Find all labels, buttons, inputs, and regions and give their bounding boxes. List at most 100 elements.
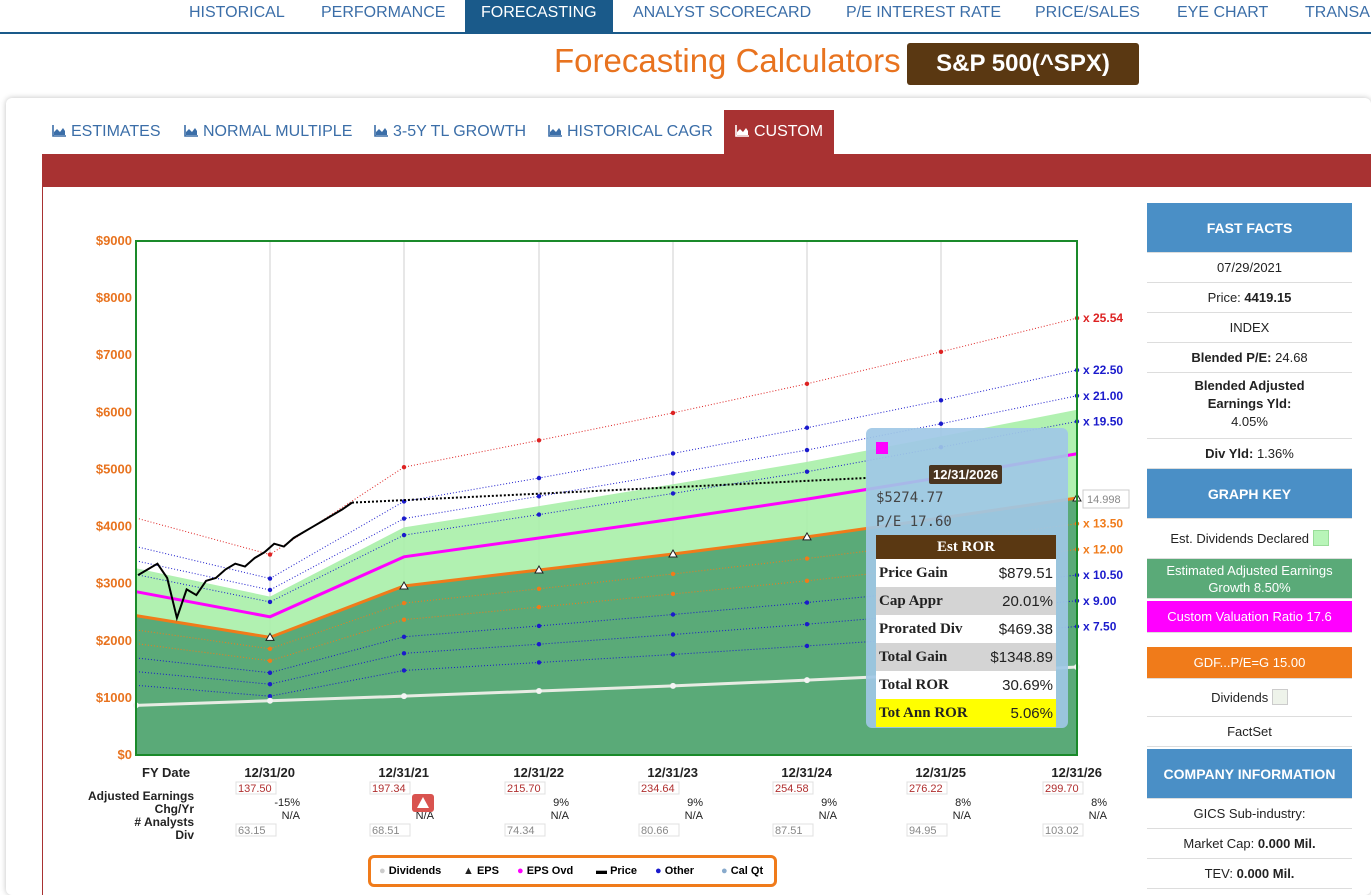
key-adj-earnings[interactable]: Estimated Adjusted Earnings Growth 8.50% bbox=[1147, 559, 1352, 599]
calc-tab-label: NORMAL MULTIPLE bbox=[203, 123, 353, 140]
key-factset[interactable]: FactSet bbox=[1147, 717, 1352, 747]
key-label: Dividends bbox=[1211, 690, 1269, 705]
multiple-point bbox=[267, 599, 273, 605]
multiple-label: x 9.00 bbox=[1083, 594, 1117, 608]
analysts-value: N/A bbox=[685, 810, 704, 822]
tab-analyst-scorecard[interactable]: ANALYST SCORECARD bbox=[633, 4, 812, 21]
multiple-point bbox=[670, 591, 676, 597]
multiple-point bbox=[670, 491, 676, 496]
key-custom-ratio[interactable]: Custom Valuation Ratio 17.6 bbox=[1147, 601, 1352, 633]
tab-performance[interactable]: PERFORMANCE bbox=[321, 4, 446, 21]
key-gdf[interactable]: GDF...P/E=G 15.00 bbox=[1147, 647, 1352, 679]
ror-label: Total ROR bbox=[876, 671, 981, 699]
key-est-dividends[interactable]: Est. Dividends Declared bbox=[1147, 519, 1352, 559]
multiple-point bbox=[536, 494, 542, 499]
div-cell bbox=[772, 823, 814, 837]
tab-pe-interest-rate[interactable]: P/E INTEREST RATE bbox=[846, 4, 1001, 21]
calc-tab-estimates[interactable]: ESTIMATES bbox=[52, 110, 161, 154]
div-cell bbox=[369, 823, 411, 837]
tab-transactions[interactable]: TRANSA bbox=[1305, 4, 1370, 21]
chg-yr-value: -15% bbox=[274, 797, 300, 809]
analysts-value: N/A bbox=[953, 810, 972, 822]
earnings-cell bbox=[369, 781, 411, 795]
key-swatch bbox=[1312, 530, 1329, 546]
multiple-label: x 21.00 bbox=[1083, 389, 1123, 403]
multiple-point bbox=[804, 643, 810, 649]
plot-border bbox=[135, 240, 1078, 756]
multiple-point bbox=[267, 576, 273, 581]
tab-eye-chart[interactable]: EYE CHART bbox=[1177, 4, 1269, 21]
y-tick-label: $9000 bbox=[96, 233, 132, 248]
y-tick-label: $6000 bbox=[96, 404, 132, 419]
ror-value: 20.01% bbox=[980, 587, 1056, 615]
adjusted-earnings-value: 254.58 bbox=[775, 783, 809, 795]
facts-blended-pe: Blended P/E: 24.68 bbox=[1147, 343, 1352, 373]
chart-legend: ● Dividends ▲ EPS ● EPS Ovd ▬ Price ● Ot… bbox=[368, 855, 777, 887]
area-chart-icon bbox=[735, 125, 749, 137]
dot-icon: ● bbox=[655, 865, 662, 877]
adjusted-earnings-value: 299.70 bbox=[1045, 783, 1079, 795]
key-dividends[interactable]: Dividends bbox=[1147, 679, 1352, 717]
analysts-value: N/A bbox=[282, 810, 301, 822]
multiple-point bbox=[804, 381, 810, 386]
multiple-line bbox=[135, 523, 1078, 650]
tooltip-date: 12/31/2026 bbox=[929, 465, 1003, 484]
eps-marker bbox=[668, 548, 678, 558]
legend-label: Cal Qt bbox=[730, 865, 764, 877]
key-swatch bbox=[1271, 689, 1288, 705]
legend-eps-ovd[interactable]: ● EPS Ovd bbox=[517, 865, 573, 877]
multiple-point bbox=[670, 652, 676, 657]
tab-historical[interactable]: HISTORICAL bbox=[189, 4, 285, 21]
multiple-point bbox=[401, 464, 407, 470]
multiple-point bbox=[938, 349, 944, 354]
dividend-point bbox=[267, 697, 273, 704]
adjusted-earnings-value: 215.70 bbox=[507, 783, 541, 795]
dot-icon: ● bbox=[721, 865, 728, 877]
ror-label: Total Gain bbox=[876, 643, 981, 671]
multiple-point bbox=[670, 612, 676, 617]
div-value: 68.51 bbox=[372, 825, 400, 837]
multiple-point bbox=[670, 451, 676, 456]
eps-marker bbox=[265, 632, 275, 641]
multiple-point bbox=[804, 600, 810, 605]
calc-tab-normal-multiple[interactable]: NORMAL MULTIPLE bbox=[184, 110, 352, 154]
calc-tab-historical-cagr[interactable]: HISTORICAL CAGR bbox=[548, 110, 713, 154]
facts-price: Price: 4419.15 bbox=[1147, 283, 1352, 313]
adjusted-earnings-value: 234.64 bbox=[641, 783, 675, 795]
adjusted-earnings-value: 276.22 bbox=[909, 783, 943, 795]
earnings-cell bbox=[235, 781, 277, 795]
calc-tab-custom[interactable]: CUSTOM bbox=[724, 110, 835, 154]
chg-yr-value: 9% bbox=[687, 797, 703, 809]
multiple-point bbox=[536, 512, 542, 517]
tab-price-sales[interactable]: PRICE/SALES bbox=[1035, 4, 1140, 21]
red-banner bbox=[42, 154, 1371, 187]
multiple-label: x 22.50 bbox=[1083, 363, 1123, 377]
legend-other[interactable]: ● Other bbox=[655, 865, 694, 877]
mcap-value: 0.000 Mil. bbox=[1257, 836, 1316, 851]
blended-yld-label: Blended Adjusted Earnings Yld: bbox=[1194, 378, 1305, 411]
dividend-point bbox=[670, 682, 676, 689]
chg-yr-value: 9% bbox=[553, 797, 569, 809]
dark-green-area bbox=[136, 498, 1077, 755]
area-chart-icon bbox=[184, 125, 198, 137]
x-tick-label: 12/31/24 bbox=[781, 765, 832, 780]
tab-forecasting[interactable]: FORECASTING bbox=[465, 0, 613, 32]
legend-eps[interactable]: ▲ EPS bbox=[463, 865, 499, 877]
legend-dividends[interactable]: ● Dividends bbox=[379, 865, 441, 877]
div-value: 80.66 bbox=[641, 825, 669, 837]
fast-facts-header: FAST FACTS bbox=[1147, 203, 1352, 253]
calc-tab-tl-growth[interactable]: 3-5Y TL GROWTH bbox=[374, 110, 526, 154]
legend-cal-qt[interactable]: ● Cal Qt bbox=[721, 865, 763, 877]
price-value: 4419.15 bbox=[1244, 290, 1292, 305]
calc-tab-label: ESTIMATES bbox=[71, 123, 161, 140]
y-tick-label: $0 bbox=[118, 747, 132, 762]
multiple-line bbox=[135, 600, 1078, 685]
adjusted-earnings-value: 197.34 bbox=[372, 783, 406, 795]
legend-price[interactable]: ▬ Price bbox=[596, 865, 637, 877]
multiple-point bbox=[536, 604, 542, 610]
multiple-point bbox=[804, 447, 810, 453]
end-value-box bbox=[1082, 489, 1130, 509]
blended-pe-value: 24.68 bbox=[1275, 350, 1308, 365]
multiple-label: x 19.50 bbox=[1083, 414, 1123, 428]
multiple-point bbox=[938, 421, 944, 426]
